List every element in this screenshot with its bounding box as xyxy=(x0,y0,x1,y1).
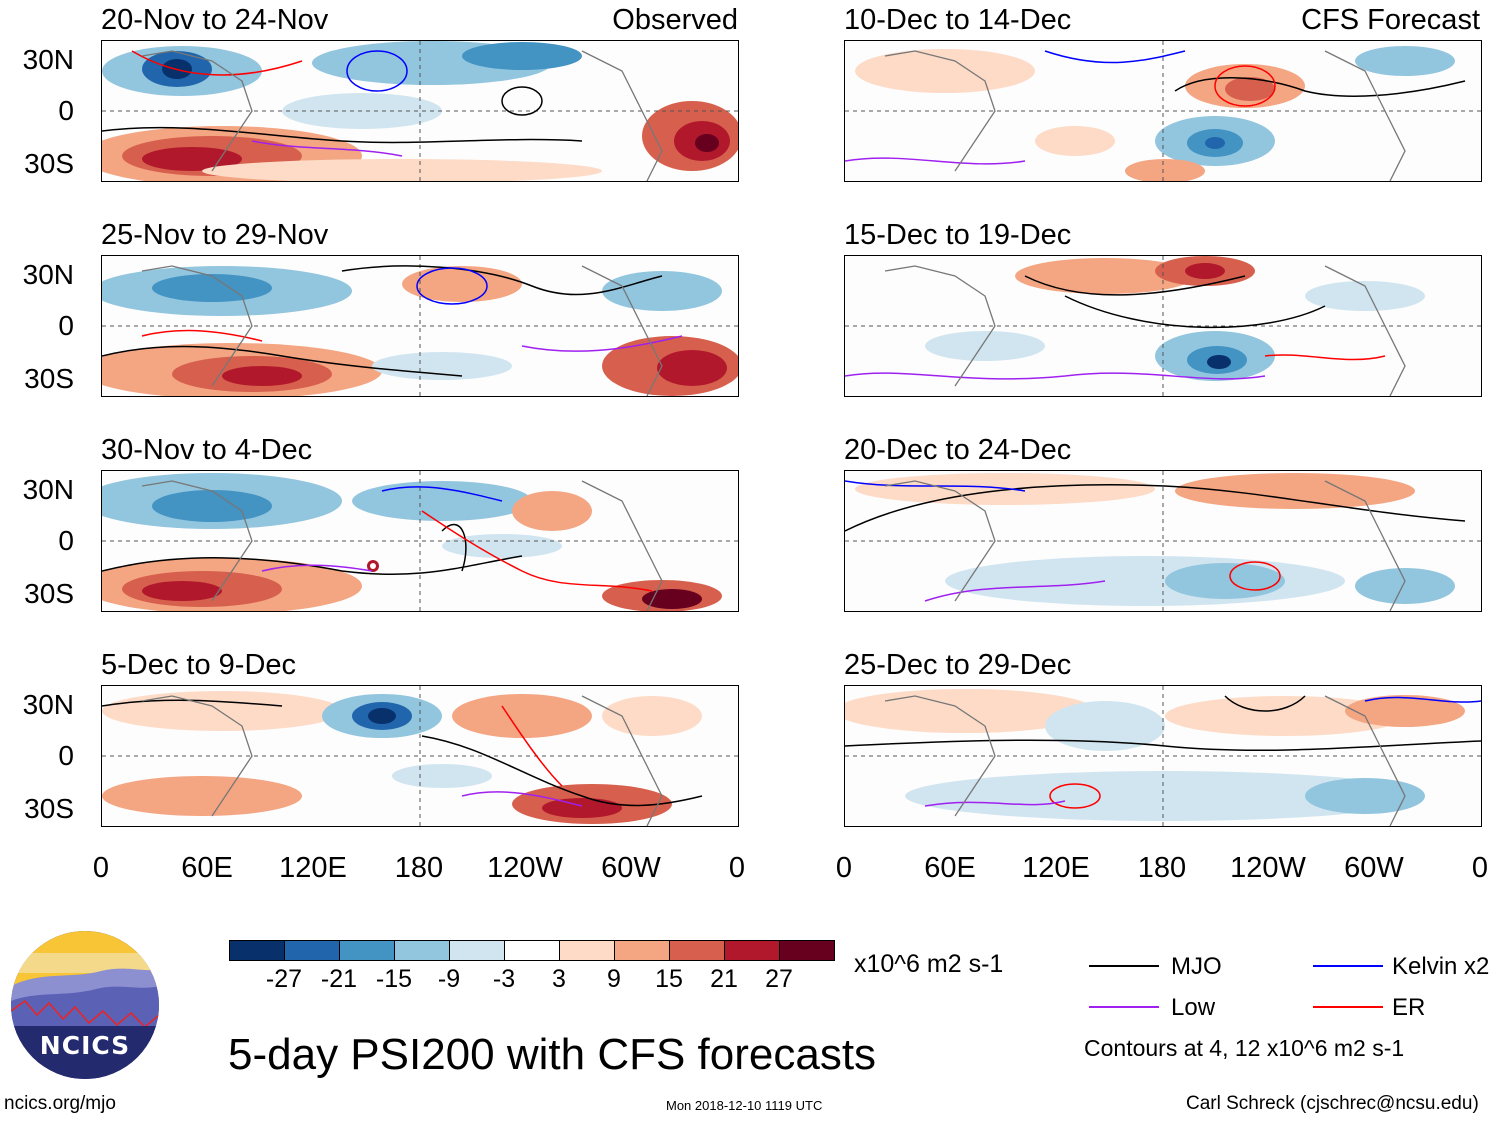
colorbar-box-2 xyxy=(339,940,395,961)
lat-30n-4: 30N xyxy=(22,689,74,720)
lon-180-right: 180 xyxy=(1137,852,1187,884)
ncics-logo: NCICS xyxy=(11,931,159,1079)
panel-title-fcst-1: 10-Dec to 14-Dec xyxy=(844,4,1072,36)
lat-eq-1: 0 xyxy=(58,95,74,126)
panel-title-obs-2: 25-Nov to 29-Nov xyxy=(101,219,329,251)
psi-field-fcst-4 xyxy=(845,686,1481,826)
lon-60w-left: 60W xyxy=(601,852,661,884)
colorbar-tick-7: 15 xyxy=(655,965,683,993)
colorbar-box-1 xyxy=(284,940,340,961)
lon-360-left: 0 xyxy=(728,852,746,884)
forecast-label: CFS Forecast xyxy=(1301,4,1480,36)
lat-30s-1: 30S xyxy=(24,148,74,179)
map-panel-fcst-3 xyxy=(844,470,1482,612)
colorbar-units: x10^6 m2 s-1 xyxy=(854,950,1004,978)
psi-field-obs-2 xyxy=(102,256,738,396)
colorbar-box-0 xyxy=(229,940,285,961)
map-panel-fcst-2 xyxy=(844,255,1482,397)
colorbar-box-7 xyxy=(614,940,670,961)
colorbar-tick-5: 3 xyxy=(552,965,566,993)
lon-360-right: 0 xyxy=(1471,852,1489,884)
panel-title-obs-4: 5-Dec to 9-Dec xyxy=(101,649,297,681)
psi-field-obs-3 xyxy=(102,471,738,611)
lon-180-left: 180 xyxy=(394,852,444,884)
colorbar-box-4 xyxy=(449,940,505,961)
colorbar-box-8 xyxy=(669,940,725,961)
colorbar-tick-2: -15 xyxy=(375,965,413,993)
legend-low-line xyxy=(1089,1006,1159,1008)
lat-30n-3: 30N xyxy=(22,474,74,505)
legend-mjo-label: MJO xyxy=(1171,953,1222,980)
contour-note: Contours at 4, 12 x10^6 m2 s-1 xyxy=(1084,1035,1405,1061)
lon-120w-right: 120W xyxy=(1230,852,1306,884)
panel-title-fcst-3: 20-Dec to 24-Dec xyxy=(844,434,1072,466)
colorbar-tick-4: -3 xyxy=(492,965,516,993)
panel-title-fcst-4: 25-Dec to 29-Dec xyxy=(844,649,1072,681)
legend-low-label: Low xyxy=(1171,994,1216,1021)
legend-er-label: ER xyxy=(1392,994,1426,1021)
footer-url: ncics.org/mjo xyxy=(4,1093,116,1114)
colorbar-tick-8: 21 xyxy=(710,965,738,993)
map-panel-fcst-1 xyxy=(844,40,1482,182)
footer-credit: Carl Schreck (cjschrec@ncsu.edu) xyxy=(1186,1093,1479,1114)
map-panel-obs-1 xyxy=(101,40,739,182)
psi-field-obs-1 xyxy=(102,41,738,181)
lat-30n-2: 30N xyxy=(22,259,74,290)
colorbar-tick-0: -27 xyxy=(265,965,303,993)
panel-title-fcst-2: 15-Dec to 19-Dec xyxy=(844,219,1072,251)
colorbar-box-5 xyxy=(504,940,560,961)
colorbar-tick-9: 27 xyxy=(765,965,793,993)
legend-er-line xyxy=(1313,1006,1383,1008)
map-panel-fcst-4 xyxy=(844,685,1482,827)
lat-30s-4: 30S xyxy=(24,793,74,824)
lon-60w-right: 60W xyxy=(1344,852,1404,884)
lon-0-left: 0 xyxy=(92,852,110,884)
lat-eq-2: 0 xyxy=(58,310,74,341)
lat-30n-1: 30N xyxy=(22,44,74,75)
lat-30s-2: 30S xyxy=(24,363,74,394)
colorbar-tick-1: -21 xyxy=(320,965,358,993)
ncics-logo-text: NCICS xyxy=(39,1031,131,1060)
lat-eq-4: 0 xyxy=(58,740,74,771)
psi-field-fcst-3 xyxy=(845,471,1481,611)
colorbar-box-10 xyxy=(779,940,835,961)
colorbar-box-9 xyxy=(724,940,780,961)
lon-120e-left: 120E xyxy=(279,852,347,884)
legend-kelvin-line xyxy=(1313,965,1383,967)
panel-title-obs-1: 20-Nov to 24-Nov xyxy=(101,4,329,36)
legend-mjo-line xyxy=(1089,965,1159,967)
observed-label: Observed xyxy=(612,4,738,36)
footer-timestamp: Mon 2018-12-10 1119 UTC xyxy=(666,1098,823,1113)
lon-60e-left: 60E xyxy=(181,852,233,884)
map-panel-obs-3 xyxy=(101,470,739,612)
psi-field-fcst-1 xyxy=(845,41,1481,181)
ncics-logo-graphic xyxy=(11,931,159,1079)
colorbar-tick-6: 9 xyxy=(607,965,621,993)
legend-kelvin-label: Kelvin x2 xyxy=(1392,953,1490,980)
lon-60e-right: 60E xyxy=(924,852,976,884)
lat-eq-3: 0 xyxy=(58,525,74,556)
colorbar-tick-3: -9 xyxy=(437,965,461,993)
lon-120w-left: 120W xyxy=(487,852,563,884)
colorbar-box-6 xyxy=(559,940,615,961)
lon-120e-right: 120E xyxy=(1022,852,1090,884)
colorbar-box-3 xyxy=(394,940,450,961)
map-panel-obs-4 xyxy=(101,685,739,827)
psi-field-fcst-2 xyxy=(845,256,1481,396)
map-panel-obs-2 xyxy=(101,255,739,397)
lat-30s-3: 30S xyxy=(24,578,74,609)
psi-field-obs-4 xyxy=(102,686,738,826)
panel-title-obs-3: 30-Nov to 4-Dec xyxy=(101,434,313,466)
figure-title: 5-day PSI200 with CFS forecasts xyxy=(228,1030,877,1079)
lon-0-right: 0 xyxy=(835,852,853,884)
